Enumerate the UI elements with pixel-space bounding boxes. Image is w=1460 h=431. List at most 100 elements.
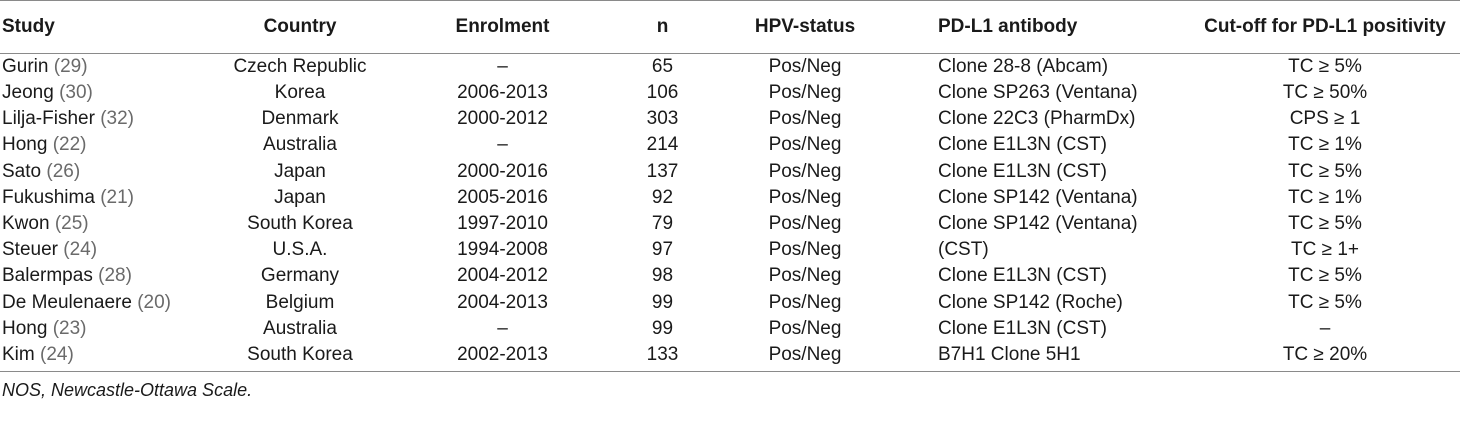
table-row: Jeong (30) Korea 2006-2013 106 Pos/Neg Clone … — [0, 80, 1460, 106]
cell-hpv-status: Pos/Neg — [768, 239, 842, 261]
cell-pd-l1-antibody: Clone E1L3N (CST) — [938, 317, 1107, 339]
cell-n: 133 — [605, 341, 720, 372]
cell-enrolment: 2004-2013 — [457, 291, 548, 313]
cell-pd-l1-antibody: Clone SP142 (Roche) — [938, 291, 1123, 313]
cell-pd-l1-antibody: B7H1 Clone 5H1 — [890, 341, 1190, 372]
cell-pd-l1-antibody: (CST) — [938, 239, 989, 261]
table-row: Hong (23) Australia – 99 Pos/Neg Clone E1L3N … — [0, 316, 1460, 342]
header-enrolment: Enrolment — [400, 0, 605, 54]
cell-study: Fukushima (21) — [2, 186, 134, 208]
cell-hpv-status: Pos/Neg — [768, 213, 842, 235]
table-row: Steuer (24) U.S.A. 1994-2008 97 Pos/Neg (CST)… — [0, 237, 1460, 263]
header-country: Country — [200, 0, 400, 54]
cell-country: South Korea — [247, 213, 353, 235]
study-reference[interactable]: 28 — [104, 265, 126, 287]
cell-country: Germany — [260, 265, 340, 287]
table-row: Lilja-Fisher (32) Denmark 2000-2012 303 Pos/… — [0, 106, 1460, 132]
study-name: Lilja-Fisher — [2, 108, 95, 130]
study-name: Gurin — [2, 56, 49, 77]
study-reference[interactable]: 20 — [143, 291, 165, 313]
cell-n: 98 — [651, 265, 674, 287]
study-reference[interactable]: 21 — [106, 186, 128, 208]
cell-country: Denmark — [261, 108, 339, 130]
cell-study: Sato (26) — [2, 160, 81, 182]
cell-enrolment: 2002-2013 — [400, 341, 605, 372]
cell-n: 79 — [651, 213, 674, 235]
table-row: Sato (26) Japan 2000-2016 137 Pos/Neg Clone E… — [0, 159, 1460, 185]
study-name: Sato — [2, 160, 42, 182]
cell-pd-l1-antibody: Clone SP263 (Ventana) — [938, 82, 1138, 104]
table-row: Hong (22) Australia – 214 Pos/Neg Clone E1L3N… — [0, 132, 1460, 158]
cell-cutoff: TC ≥ 50% — [1282, 82, 1368, 104]
cell-cutoff: – — [1319, 317, 1331, 339]
cell-enrolment: 2000-2016 — [457, 160, 548, 182]
table-body: Gurin (29) Czech Republic – 65 Pos/Neg Clone … — [0, 54, 1460, 372]
table-row: De Meulenaere (20) Belgium 2004-2013 99 Pos/… — [0, 290, 1460, 316]
cell-hpv-status: Pos/Neg — [768, 108, 842, 130]
study-reference[interactable]: 24 — [69, 239, 91, 261]
cell-study: Kwon (25) — [2, 213, 89, 235]
cell-pd-l1-antibody: Clone E1L3N (CST) — [938, 265, 1107, 287]
table-row: Fukushima (21) Japan 2005-2016 92 Pos/Neg Clo… — [0, 185, 1460, 211]
cell-pd-l1-antibody: Clone 22C3 (PharmDx) — [938, 108, 1136, 130]
study-reference[interactable]: 25 — [61, 213, 83, 235]
study-reference[interactable]: 22 — [59, 134, 81, 156]
cell-n: 106 — [646, 82, 679, 104]
table-footnote: NOS, Newcastle-Ottawa Scale. — [2, 379, 253, 400]
cell-enrolment: 2005-2016 — [457, 186, 548, 208]
table-row: Kim (24) South Korea 2002-2013 133 Pos/Neg B7… — [0, 341, 1460, 372]
cell-cutoff: TC ≥ 1% — [1288, 186, 1362, 208]
cell-study: De Meulenaere (20) — [2, 291, 171, 313]
cell-n: 99 — [651, 317, 674, 339]
cell-enrolment: 1994-2008 — [457, 239, 548, 261]
header-pd-l1-antibody: PD-L1 antibody — [890, 0, 1190, 54]
cell-n: 137 — [646, 160, 679, 182]
study-name: Kim — [2, 343, 35, 365]
table-header-row: Study Country Enrolment n HPV-status PD-… — [0, 0, 1460, 54]
cell-hpv-status: Pos/Neg — [768, 82, 842, 104]
cell-hpv-status: Pos/Neg — [768, 291, 842, 313]
cell-n: 92 — [651, 186, 674, 208]
cell-cutoff: TC ≥ 5% — [1288, 56, 1362, 77]
cell-study: Balermpas (28) — [2, 265, 132, 287]
study-name: Hong — [2, 134, 48, 156]
cell-cutoff: TC ≥ 1+ — [1291, 239, 1359, 261]
cell-country: U.S.A. — [272, 239, 328, 261]
cell-pd-l1-antibody: Clone SP142 (Ventana) — [938, 186, 1138, 208]
cell-hpv-status: Pos/Neg — [768, 317, 842, 339]
study-reference[interactable]: 30 — [65, 82, 87, 104]
cell-n: 303 — [646, 108, 679, 130]
cell-cutoff: TC ≥ 5% — [1288, 213, 1362, 235]
cell-country: Japan — [274, 186, 326, 208]
study-name: De Meulenaere — [2, 291, 132, 313]
cell-cutoff: TC ≥ 5% — [1288, 291, 1362, 313]
header-n: n — [605, 0, 720, 54]
cell-cutoff: TC ≥ 5% — [1288, 265, 1362, 287]
cell-country: Belgium — [265, 291, 335, 313]
study-reference[interactable]: 29 — [60, 56, 82, 77]
study-name: Kwon — [2, 213, 50, 235]
cell-country: Japan — [274, 160, 326, 182]
study-reference[interactable]: 32 — [106, 108, 128, 130]
study-reference[interactable]: 26 — [52, 160, 74, 182]
cell-study: Hong (23) — [2, 317, 87, 339]
cell-pd-l1-antibody: Clone E1L3N (CST) — [938, 134, 1107, 156]
cell-n: 65 — [651, 56, 674, 77]
cell-hpv-status: Pos/Neg — [720, 341, 890, 372]
cell-country: Korea — [274, 82, 326, 104]
cell-enrolment: – — [497, 317, 508, 339]
cell-cutoff: TC ≥ 5% — [1288, 160, 1362, 182]
cell-cutoff: TC ≥ 20% — [1190, 341, 1460, 372]
cell-hpv-status: Pos/Neg — [768, 186, 842, 208]
cell-enrolment: 2004-2012 — [457, 265, 548, 287]
cell-cutoff: TC ≥ 1% — [1288, 134, 1362, 156]
header-hpv-status: HPV-status — [720, 0, 890, 54]
study-name: Fukushima — [2, 186, 95, 208]
cell-hpv-status: Pos/Neg — [768, 56, 842, 77]
cell-pd-l1-antibody: Clone SP142 (Ventana) — [938, 213, 1138, 235]
header-cutoff: Cut-off for PD-L1 positivity — [1190, 0, 1460, 54]
table-row: Kwon (25) South Korea 1997-2010 79 Pos/Neg Cl… — [0, 211, 1460, 237]
study-reference[interactable]: 24 — [46, 343, 68, 365]
study-reference[interactable]: 23 — [59, 317, 81, 339]
